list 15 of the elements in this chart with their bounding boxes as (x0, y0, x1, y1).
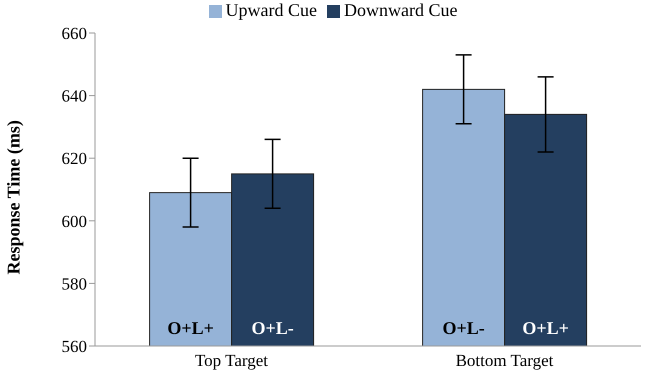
y-axis-title: Response Time (ms) (3, 120, 24, 274)
y-tick-label: 580 (62, 274, 87, 294)
y-tick-label: 560 (62, 337, 87, 356)
y-tick-label: 600 (62, 212, 87, 231)
x-tick-label: Top Target (194, 351, 268, 370)
annotation: O+L+ (167, 318, 214, 338)
annotation: O+L- (251, 318, 294, 338)
legend-label: Upward Cue (226, 0, 317, 20)
annotation: O+L- (442, 318, 485, 338)
x-tick-label: Bottom Target (456, 351, 554, 370)
legend-label: Downward Cue (344, 0, 458, 20)
y-tick-label: 620 (62, 149, 87, 168)
y-tick-label: 660 (62, 24, 87, 44)
annotation: O+L+ (522, 318, 569, 338)
y-tick-label: 640 (62, 86, 87, 106)
